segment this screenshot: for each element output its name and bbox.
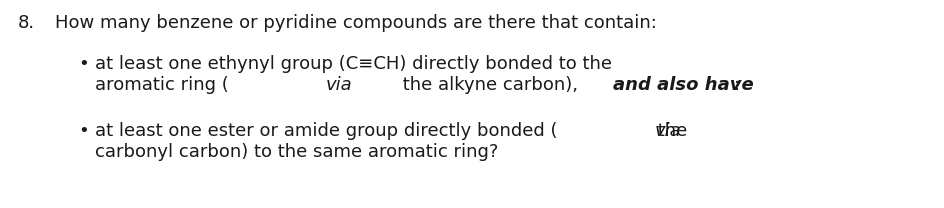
Text: the alkyne carbon),: the alkyne carbon), [396, 76, 583, 94]
Text: aromatic ring (: aromatic ring ( [95, 76, 228, 94]
Text: via: via [325, 76, 352, 94]
Text: How many benzene or pyridine compounds are there that contain:: How many benzene or pyridine compounds a… [55, 14, 656, 32]
Text: •: • [78, 55, 89, 73]
Text: the: the [651, 122, 686, 140]
Text: and also have: and also have [612, 76, 752, 94]
Text: via: via [653, 122, 681, 140]
Text: at least one ester or amide group directly bonded (: at least one ester or amide group direct… [95, 122, 557, 140]
Text: •: • [78, 122, 89, 140]
Text: at least one ethynyl group (C≡CH) directly bonded to the: at least one ethynyl group (C≡CH) direct… [95, 55, 612, 73]
Text: 8.: 8. [18, 14, 35, 32]
Text: :: : [733, 76, 739, 94]
Text: carbonyl carbon) to the same aromatic ring?: carbonyl carbon) to the same aromatic ri… [95, 143, 497, 161]
